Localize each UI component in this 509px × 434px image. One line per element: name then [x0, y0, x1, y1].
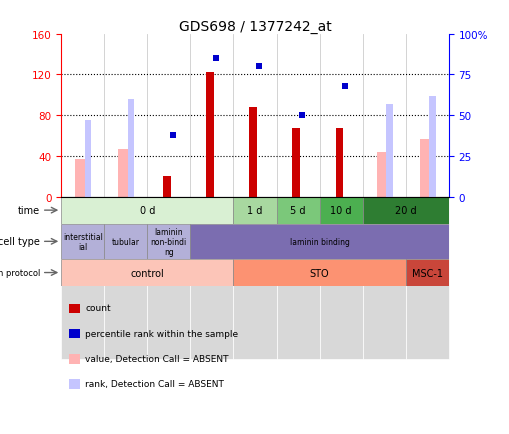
FancyBboxPatch shape [104, 197, 147, 359]
Text: rank, Detection Call = ABSENT: rank, Detection Call = ABSENT [85, 379, 223, 388]
Text: laminin
non-bindi
ng: laminin non-bindi ng [151, 227, 187, 256]
Text: time: time [18, 206, 40, 216]
Bar [61, 224, 104, 260]
FancyBboxPatch shape [276, 197, 319, 359]
Text: 0 d: 0 d [139, 206, 155, 216]
Bar [75, 160, 90, 197]
Text: cell type: cell type [0, 237, 40, 247]
Bar [61, 197, 233, 224]
Bar [376, 152, 391, 197]
Bar [319, 197, 362, 224]
FancyBboxPatch shape [362, 197, 405, 359]
FancyBboxPatch shape [233, 197, 276, 359]
Bar [61, 260, 233, 286]
Text: MSC-1: MSC-1 [411, 268, 442, 278]
Text: 10 d: 10 d [330, 206, 351, 216]
FancyBboxPatch shape [190, 197, 233, 359]
Bar [342, 84, 348, 90]
FancyBboxPatch shape [61, 197, 104, 359]
Bar [249, 108, 257, 197]
Bar [362, 197, 448, 224]
Bar [206, 73, 214, 197]
Text: STO: STO [309, 268, 329, 278]
Bar [419, 139, 434, 197]
Bar [233, 260, 405, 286]
Bar [104, 224, 147, 260]
Bar [385, 105, 392, 197]
Text: growth protocol: growth protocol [0, 268, 40, 277]
Text: control: control [130, 268, 164, 278]
Bar [233, 197, 276, 224]
Bar [429, 96, 435, 197]
Bar [127, 100, 134, 197]
Bar [190, 224, 448, 260]
Text: 1 d: 1 d [247, 206, 262, 216]
Text: laminin binding: laminin binding [289, 237, 349, 246]
Text: count: count [85, 304, 110, 312]
Bar [118, 149, 133, 197]
Bar [335, 129, 343, 197]
FancyBboxPatch shape [147, 197, 190, 359]
Bar [163, 177, 171, 197]
Text: 20 d: 20 d [394, 206, 416, 216]
Text: interstitial
ial: interstitial ial [63, 233, 102, 251]
Text: tubular: tubular [111, 237, 139, 246]
Bar [147, 224, 190, 260]
Bar [213, 56, 219, 62]
Text: value, Detection Call = ABSENT: value, Detection Call = ABSENT [85, 354, 228, 363]
Bar [405, 260, 448, 286]
FancyBboxPatch shape [319, 197, 362, 359]
Bar [256, 64, 262, 70]
Text: percentile rank within the sample: percentile rank within the sample [85, 329, 238, 338]
Bar [276, 197, 319, 224]
Bar [84, 121, 91, 197]
Title: GDS698 / 1377242_at: GDS698 / 1377242_at [178, 20, 331, 34]
Bar [170, 132, 176, 138]
Bar [292, 129, 300, 197]
Bar [299, 113, 305, 119]
Text: 5 d: 5 d [290, 206, 305, 216]
FancyBboxPatch shape [405, 197, 448, 359]
